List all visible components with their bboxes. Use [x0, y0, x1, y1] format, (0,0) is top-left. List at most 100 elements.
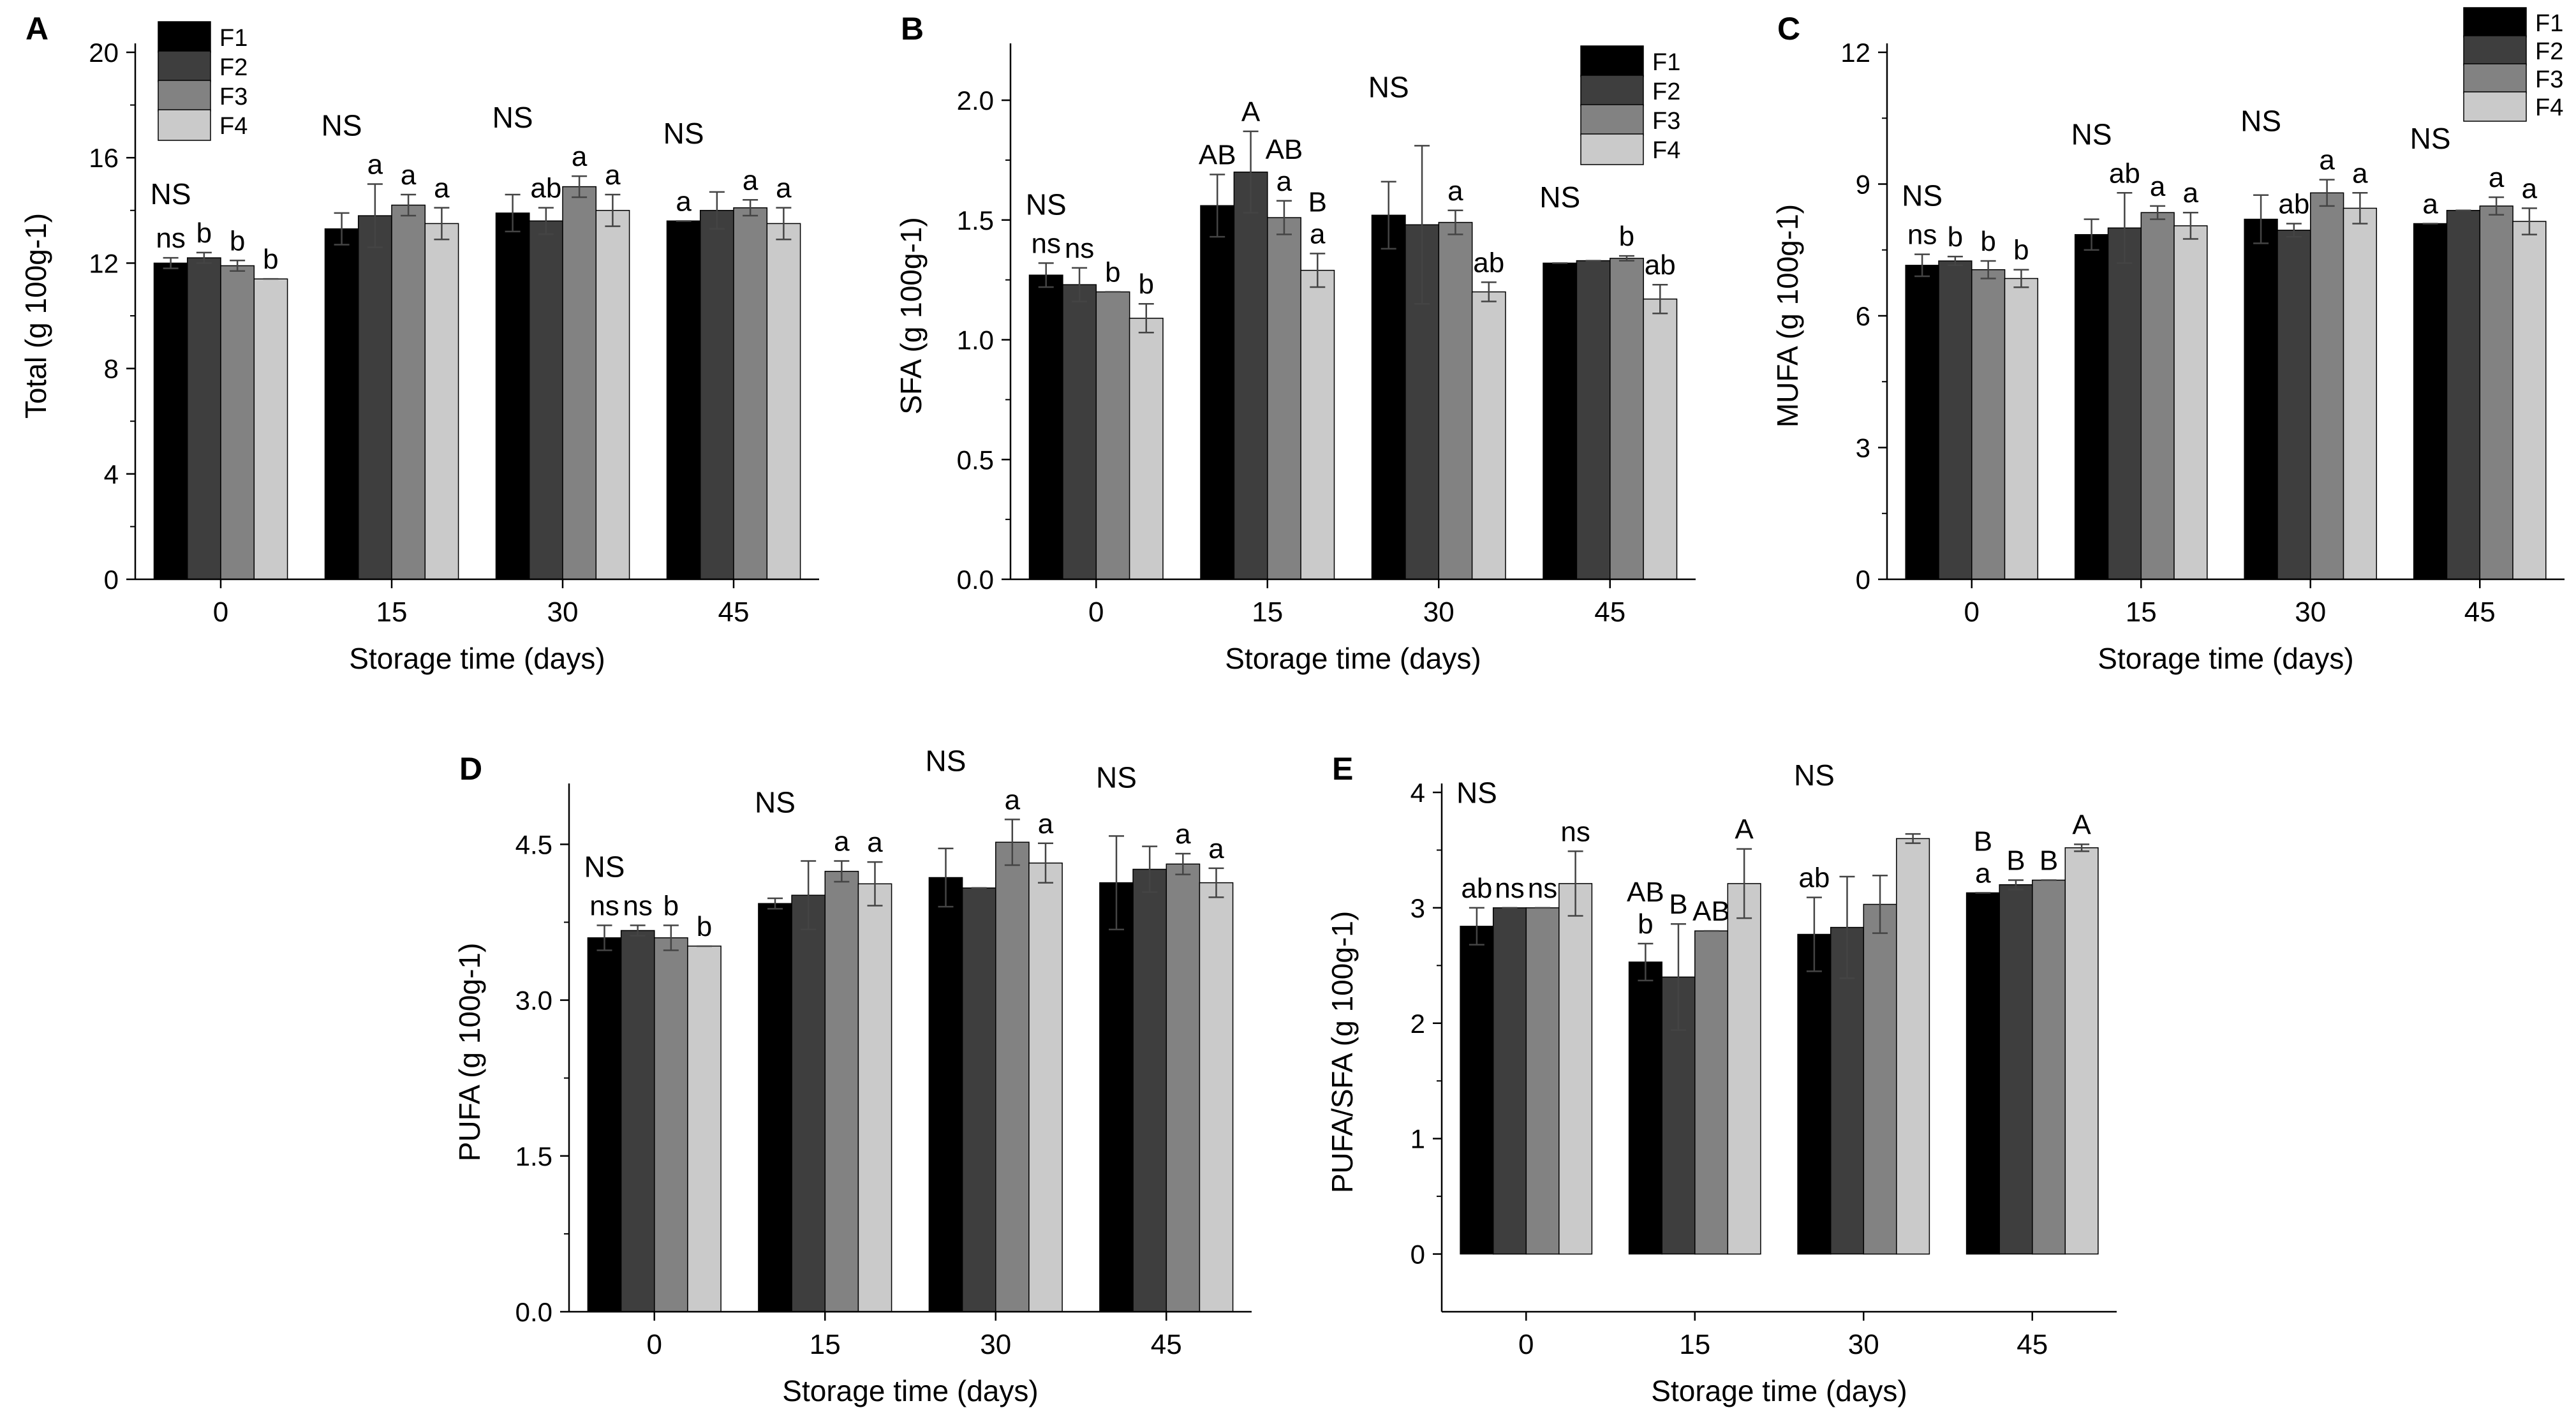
bar-F1-day-0 [587, 937, 622, 1312]
x-tick-label: 0 [1518, 1329, 1534, 1360]
bar-F1-day-30 [1797, 933, 1832, 1255]
bar-F1-day-30 [2244, 218, 2278, 580]
significance-letter: b [1638, 909, 1653, 940]
x-tick-label: 15 [810, 1329, 841, 1360]
x-tick-label: 30 [547, 597, 579, 628]
significance-letter: ab [530, 173, 561, 204]
bar-F2-day-15 [2107, 227, 2142, 580]
y-tick-label: 12 [1840, 38, 1870, 68]
group-significance-label: NS [1794, 759, 1835, 792]
legend-swatch-F2 [158, 50, 211, 82]
legend-swatch-F4 [158, 109, 211, 141]
bar-F2-day-45 [1132, 868, 1167, 1312]
significance-letter: AB [1627, 877, 1664, 908]
significance-letter: a [2422, 189, 2438, 220]
significance-letter: B [1308, 186, 1327, 218]
y-tick-label: 0.5 [957, 445, 994, 475]
bar-F1-day-15 [758, 903, 792, 1312]
legend-label: F3 [2535, 66, 2563, 93]
y-tick-label: 3 [1856, 433, 1870, 463]
x-tick-label: 45 [2464, 597, 2496, 628]
bar-F1-day-45 [666, 220, 701, 580]
group-significance-label: NS [2410, 122, 2451, 155]
bar-F2-day-45 [1999, 884, 2033, 1255]
significance-letter: a [2489, 162, 2505, 193]
y-tick-label: 0.0 [957, 565, 994, 595]
bar-F3-day-15 [1694, 930, 1729, 1255]
bar-F3-day-0 [654, 937, 688, 1312]
y-tick-label: 0.0 [515, 1297, 552, 1327]
legend-label: F4 [1652, 137, 1680, 164]
bar-F4-day-15 [2173, 225, 2208, 580]
x-axis-title: Storage time (days) [1651, 1374, 1907, 1407]
legend-label: F4 [219, 113, 248, 140]
significance-letter: B [2039, 845, 2058, 877]
bar-F4-day-0 [253, 278, 288, 580]
significance-letter: b [697, 911, 712, 942]
x-axis-title: Storage time (days) [2098, 642, 2353, 675]
x-tick-label: 30 [1848, 1329, 1879, 1360]
bar-F1-day-45 [1099, 882, 1134, 1312]
significance-letter: a [2183, 177, 2199, 209]
significance-letter: a [1038, 808, 1054, 840]
y-tick-label: 4 [1410, 778, 1425, 808]
bar-F2-day-45 [699, 210, 734, 580]
group-significance-label: NS [2071, 117, 2112, 151]
group-significance-label: NS [1096, 760, 1137, 794]
bar-F1-day-45 [1965, 892, 2000, 1255]
bar-F3-day-30 [2310, 192, 2344, 580]
bar-F4-day-45 [1199, 882, 1234, 1312]
y-axis-title: Total (g 100g-1) [19, 213, 52, 419]
bar-F2-day-15 [1233, 171, 1268, 580]
y-tick-label: 1.5 [957, 205, 994, 235]
significance-letter: b [1105, 257, 1120, 288]
legend-swatch-F4 [2463, 91, 2527, 122]
significance-letter: ns [1907, 219, 1937, 251]
group-significance-label: NS [926, 744, 966, 777]
bar-F4-day-15 [424, 223, 459, 580]
group-significance-label: NS [1026, 188, 1067, 221]
legend-label: F2 [1652, 78, 1680, 105]
significance-letter: ns [156, 223, 185, 254]
x-tick-label: 45 [1594, 597, 1625, 628]
significance-letter: a [1175, 819, 1191, 850]
significance-letter: ns [1031, 228, 1060, 259]
y-tick-label: 0 [1410, 1240, 1425, 1270]
x-axis-title: Storage time (days) [782, 1374, 1038, 1407]
significance-letter: A [1735, 814, 1754, 845]
bar-F3-day-45 [2479, 205, 2513, 580]
bar-F3-day-45 [1166, 863, 1201, 1312]
bar-F1-day-30 [928, 877, 963, 1312]
legend-swatch-F4 [1580, 133, 1644, 165]
bar-F2-day-0 [620, 930, 655, 1312]
significance-letter: ns [623, 890, 652, 921]
significance-letter: a [743, 165, 759, 196]
x-tick-label: 0 [213, 597, 228, 628]
x-tick-label: 15 [1679, 1329, 1710, 1360]
significance-letter: B [2006, 845, 2025, 877]
bar-F2-day-0 [1492, 907, 1527, 1255]
legend-swatch-F3 [1580, 104, 1644, 136]
bar-F3-day-15 [391, 204, 426, 580]
x-tick-label: 15 [376, 597, 408, 628]
y-tick-label: 4.5 [515, 829, 552, 859]
bar-F3-day-45 [733, 207, 768, 580]
bar-F3-day-30 [562, 186, 597, 580]
bar-F2-day-0 [1938, 260, 1973, 580]
bar-F1-day-15 [1628, 961, 1662, 1255]
significance-letter: ns [1495, 873, 1524, 904]
legend-swatch-F2 [1580, 75, 1644, 107]
bar-F3-day-15 [1267, 217, 1301, 580]
legend-label: F2 [219, 54, 248, 81]
significance-letter: ns [1560, 816, 1590, 847]
significance-letter: ab [1473, 247, 1504, 278]
panel-label: B [901, 11, 924, 47]
bar-F1-day-0 [153, 262, 188, 580]
group-significance-label: NS [322, 109, 362, 142]
bar-F4-day-30 [1471, 291, 1506, 580]
significance-letter: a [867, 827, 883, 858]
legend-label: F1 [1652, 49, 1680, 76]
y-tick-label: 20 [89, 38, 119, 68]
bar-F1-day-0 [1028, 274, 1063, 580]
